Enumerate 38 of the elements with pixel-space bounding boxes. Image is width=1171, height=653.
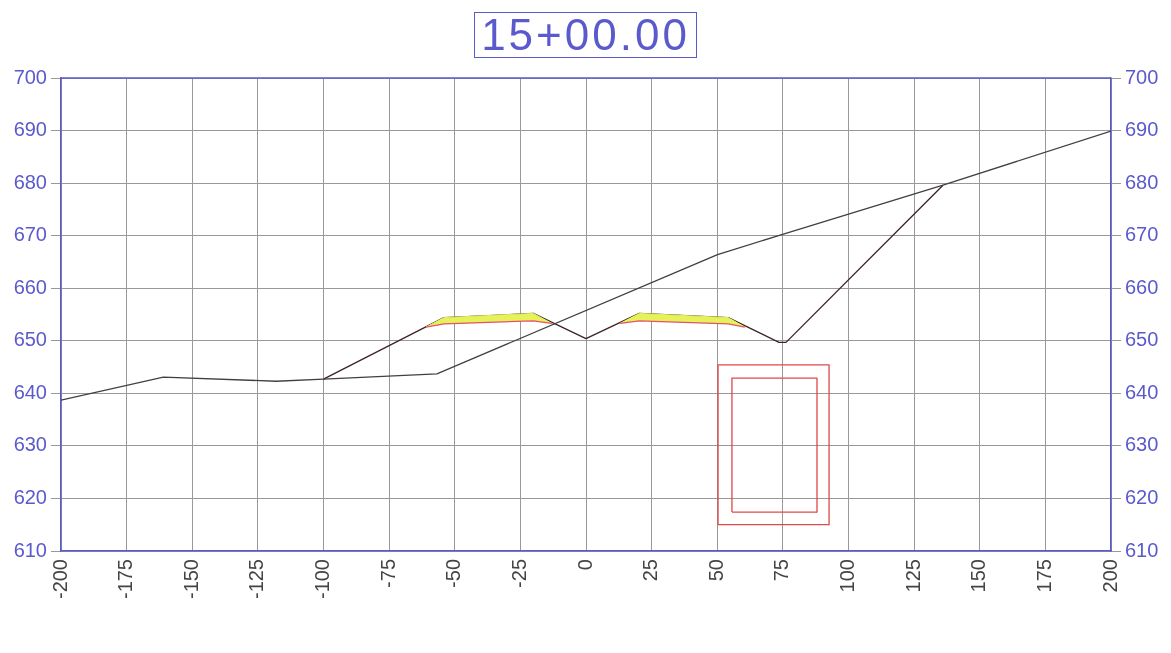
x-tick-label: 25 bbox=[639, 559, 662, 582]
y2-tick-label: 630 bbox=[1125, 433, 1159, 456]
x-tick-label: 75 bbox=[770, 559, 793, 582]
x-tick-label: -100 bbox=[311, 559, 334, 600]
y2-tick-label: 650 bbox=[1125, 328, 1159, 351]
y2-tick-label: 640 bbox=[1125, 380, 1159, 403]
x-tick-label: -50 bbox=[442, 559, 465, 588]
x-tick-label: -25 bbox=[507, 559, 530, 588]
x-tick-label: -150 bbox=[179, 559, 202, 600]
x-tick-label: 0 bbox=[573, 559, 596, 571]
y2-tick-label: 670 bbox=[1125, 223, 1159, 246]
x-tick-label: 125 bbox=[901, 559, 924, 593]
y-tick-label: 670 bbox=[13, 223, 47, 246]
y-tick-label: 650 bbox=[13, 328, 47, 351]
x-tick-label: 200 bbox=[1098, 559, 1121, 593]
x-tick-label: 175 bbox=[1032, 559, 1055, 593]
y-tick-label: 700 bbox=[13, 65, 47, 88]
chart-title: 15+00.00 bbox=[474, 10, 697, 59]
x-tick-label: -75 bbox=[376, 559, 399, 588]
x-tick-label: -125 bbox=[245, 559, 268, 600]
y2-tick-label: 660 bbox=[1125, 275, 1159, 298]
y2-tick-label: 700 bbox=[1125, 65, 1159, 88]
y2-tick-label: 610 bbox=[1125, 538, 1159, 561]
y-tick-label: 620 bbox=[13, 485, 47, 508]
y-tick-label: 660 bbox=[13, 275, 47, 298]
x-tick-label: 50 bbox=[704, 559, 727, 582]
y-tick-label: 610 bbox=[13, 538, 47, 561]
y-tick-label: 690 bbox=[13, 118, 47, 141]
y2-tick-label: 620 bbox=[1125, 485, 1159, 508]
y-tick-label: 630 bbox=[13, 433, 47, 456]
y2-tick-label: 680 bbox=[1125, 170, 1159, 193]
y2-tick-label: 690 bbox=[1125, 118, 1159, 141]
y-tick-label: 640 bbox=[13, 380, 47, 403]
x-tick-label: 150 bbox=[967, 559, 990, 593]
y-tick-label: 680 bbox=[13, 170, 47, 193]
x-tick-label: 100 bbox=[836, 559, 859, 593]
x-tick-label: -175 bbox=[114, 559, 137, 600]
x-tick-label: -200 bbox=[48, 559, 71, 600]
